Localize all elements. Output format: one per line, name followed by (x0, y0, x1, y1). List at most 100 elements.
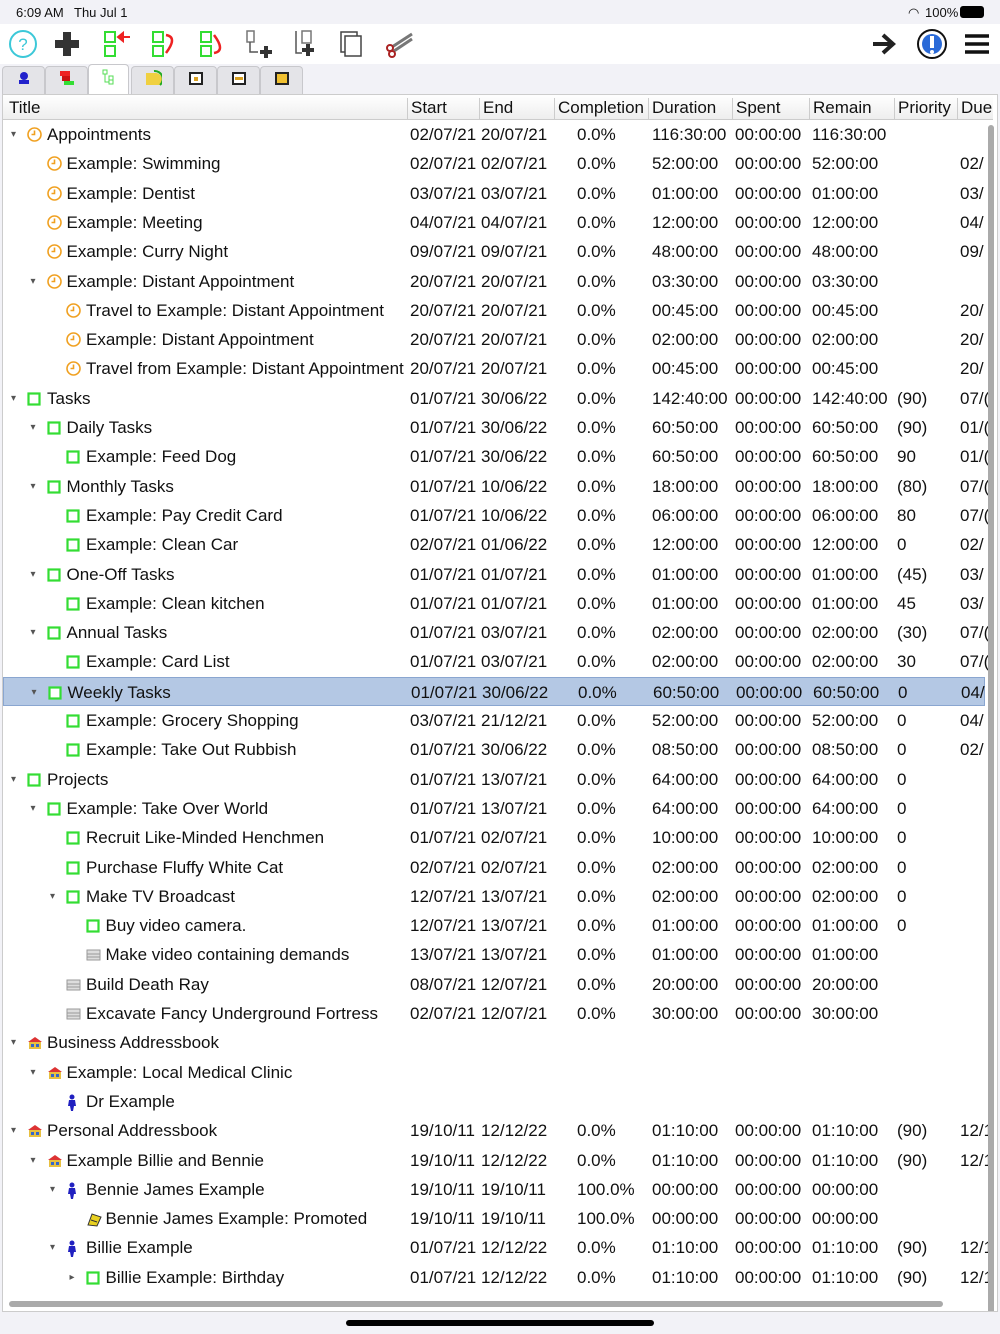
table-row[interactable]: ▾ One-Off Tasks 01/07/21 01/07/21 0.0% 01:00:… (3, 560, 985, 589)
calendar-day-tab[interactable] (174, 66, 217, 94)
forward-arrow-icon[interactable] (868, 27, 902, 61)
column-header-start[interactable]: Start (407, 98, 447, 120)
move-up-icon[interactable] (196, 27, 230, 61)
cell-spent: 00:00:00 (735, 330, 802, 350)
row-title: Excavate Fancy Underground Fortress (86, 1004, 378, 1023)
help-icon[interactable]: ? (6, 27, 40, 61)
collapse-chevron-icon[interactable]: ▾ (30, 422, 36, 433)
collapse-chevron-icon[interactable]: ▾ (31, 686, 37, 698)
table-row[interactable]: Example: Curry Night 09/07/21 09/07/21 0.0%… (3, 237, 985, 266)
tree-tab[interactable] (88, 64, 129, 94)
progress-tab[interactable] (131, 66, 174, 94)
table-row[interactable]: ▾ Projects 01/07/21 13/07/21 0.0% 64:00:00 00:… (3, 765, 985, 794)
table-row[interactable]: ▾ Bennie James Example 19/10/11 19/10/11 100… (3, 1175, 985, 1204)
menu-icon[interactable] (960, 27, 994, 61)
table-row[interactable]: ▾ Business Addressbook (3, 1028, 985, 1057)
table-row[interactable]: Example: Take Out Rubbish 01/07/21 30/06/2… (3, 735, 985, 764)
collapse-chevron-icon[interactable]: ▾ (11, 773, 17, 785)
clock-icon (46, 185, 62, 201)
table-row[interactable]: Example: Clean kitchen 01/07/21 01/07/21 0.… (3, 589, 985, 618)
table-row[interactable]: Example: Meeting 04/07/21 04/07/21 0.0% 12:0… (3, 208, 985, 237)
column-header-title[interactable]: Title (9, 98, 41, 117)
collapse-chevron-icon[interactable]: ▾ (30, 480, 36, 492)
table-row[interactable]: ▾ Example: Distant Appointment 20/07/21 20/… (3, 267, 985, 296)
table-row[interactable]: ▾ Billie Example 01/07/21 12/12/22 0.0% 01:10… (3, 1233, 993, 1262)
collapse-chevron-icon[interactable]: ▾ (11, 1125, 17, 1137)
collapse-chevron-icon[interactable]: ▾ (50, 1183, 56, 1195)
column-header-priority[interactable]: Priority (894, 98, 951, 120)
table-row[interactable]: ▾ Annual Tasks 01/07/21 03/07/21 0.0% 02:00:0… (3, 618, 990, 647)
gantt-tab[interactable] (45, 66, 88, 94)
collapse-chevron-icon[interactable]: ▾ (30, 802, 36, 814)
collapse-chevron-icon[interactable]: ▾ (30, 627, 36, 639)
cell-completion: 0.0% (577, 623, 616, 643)
cell-remain: 06:00:00 (812, 505, 879, 525)
move-down-icon[interactable] (148, 27, 182, 61)
column-header-remain[interactable]: Remain (809, 98, 872, 120)
table-row[interactable]: ▸ Billie Example: Birthday 01/07/21 12/12/2… (3, 1263, 994, 1292)
collapse-chevron-icon[interactable]: ▾ (30, 1066, 36, 1078)
vertical-scrollbar[interactable] (988, 125, 994, 1311)
note-icon (86, 947, 100, 961)
table-row[interactable]: Excavate Fancy Underground Fortress 02/07… (3, 999, 985, 1028)
horizontal-scrollbar[interactable] (9, 1301, 943, 1307)
table-row[interactable]: ▾ Make TV Broadcast 12/07/21 13/07/21 0.0% 02… (3, 882, 985, 911)
column-header-completion[interactable]: Completion (554, 98, 644, 120)
contacts-tab[interactable] (2, 66, 45, 94)
cell-priority: 0 (897, 857, 907, 877)
table-row[interactable]: Buy video camera. 12/07/21 13/07/21 0.0% 01:… (3, 911, 985, 940)
collapse-chevron-icon[interactable]: ▾ (11, 1037, 17, 1049)
table-row[interactable]: ▾ Personal Addressbook 19/10/11 12/12/22 0.0… (3, 1116, 993, 1145)
move-left-icon[interactable] (100, 27, 134, 61)
table-row[interactable]: Example: Pay Credit Card 01/07/21 10/06/22… (3, 501, 989, 530)
column-header-duration[interactable]: Duration (648, 98, 716, 120)
table-row[interactable]: Dr Example (3, 1087, 985, 1116)
table-row[interactable]: ▾ Tasks 01/07/21 30/06/22 0.0% 142:40:00 00:00… (3, 384, 989, 413)
cell-priority: 0 (897, 798, 907, 818)
table-row[interactable]: Build Death Ray 08/07/21 12/07/21 0.0% 20:00… (3, 970, 985, 999)
row-title: Example: Curry Night (66, 242, 229, 262)
table-row[interactable]: Make video containing demands 13/07/21 13/… (3, 940, 985, 969)
add-icon[interactable] (50, 27, 84, 61)
calendar-week-tab[interactable] (217, 66, 260, 94)
info-icon[interactable] (915, 27, 949, 61)
collapse-chevron-icon[interactable]: ▾ (11, 129, 17, 140)
table-row[interactable]: Recruit Like-Minded Henchmen 01/07/21 02/0… (3, 823, 985, 852)
collapse-chevron-icon[interactable]: ▾ (50, 890, 56, 902)
cut-icon[interactable] (382, 27, 416, 61)
collapse-chevron-icon[interactable]: ▾ (11, 392, 17, 404)
cell-completion: 0.0% (577, 564, 616, 584)
collapse-chevron-icon[interactable]: ▾ (30, 568, 36, 580)
table-row[interactable]: Example: Grocery Shopping 03/07/21 21/12/2… (3, 706, 985, 735)
table-row[interactable]: ▾ Appointments 02/07/21 20/07/21 0.0% 116:30:… (3, 120, 985, 149)
table-row[interactable]: Example: Distant Appointment 20/07/21 20/0… (3, 325, 985, 354)
copy-icon[interactable] (334, 27, 368, 61)
table-row[interactable]: ▾ Example: Local Medical Clinic (3, 1058, 985, 1087)
table-row[interactable]: ▾ Example Billie and Bennie 19/10/11 12/12/… (3, 1146, 994, 1175)
table-row[interactable]: Example: Dentist 03/07/21 03/07/21 0.0% 01:0… (3, 179, 985, 208)
column-header-spent[interactable]: Spent (732, 98, 780, 120)
calendar-month-tab[interactable] (260, 66, 303, 94)
collapse-chevron-icon[interactable]: ▾ (50, 1242, 56, 1254)
table-row[interactable]: ▾ Example: Take Over World 01/07/21 13/07/2… (3, 794, 985, 823)
add-child-icon[interactable] (242, 27, 276, 61)
table-row[interactable]: Example: Feed Dog 01/07/21 30/06/22 0.0% 60:… (3, 442, 989, 471)
add-sibling-icon[interactable] (288, 27, 322, 61)
table-row[interactable]: ▾ Weekly Tasks 01/07/21 30/06/22 0.0% 60:50:0… (3, 676, 985, 706)
table-row[interactable]: ▾ Monthly Tasks 01/07/21 10/06/22 0.0% 18:00:… (3, 472, 990, 501)
collapse-chevron-icon[interactable]: ▾ (30, 1154, 36, 1166)
cell-end: 30/06/22 (481, 447, 548, 467)
table-row[interactable]: Purchase Fluffy White Cat 02/07/21 02/07/2… (3, 853, 985, 882)
table-row[interactable]: Bennie James Example: Promoted 19/10/11 19… (3, 1204, 985, 1233)
collapse-chevron-icon[interactable]: ▾ (30, 275, 36, 287)
expand-chevron-icon[interactable]: ▸ (69, 1271, 75, 1283)
table-row[interactable]: Travel from Example: Distant Appointment… (3, 354, 985, 383)
column-header-due[interactable]: Due (957, 98, 992, 120)
cell-remain: 01:10:00 (812, 1150, 879, 1170)
column-header-end[interactable]: End (479, 98, 513, 120)
table-row[interactable]: ▾ Daily Tasks 01/07/21 30/06/22 0.0% 60:50:00… (3, 413, 990, 442)
table-row[interactable]: Travel to Example: Distant Appointment 20… (3, 296, 985, 325)
table-row[interactable]: Example: Clean Car 02/07/21 01/06/22 0.0% 12… (3, 530, 985, 559)
table-row[interactable]: Example: Swimming 02/07/21 02/07/21 0.0% 52:… (3, 149, 985, 178)
table-row[interactable]: Example: Card List 01/07/21 03/07/21 0.0% 02… (3, 647, 989, 676)
